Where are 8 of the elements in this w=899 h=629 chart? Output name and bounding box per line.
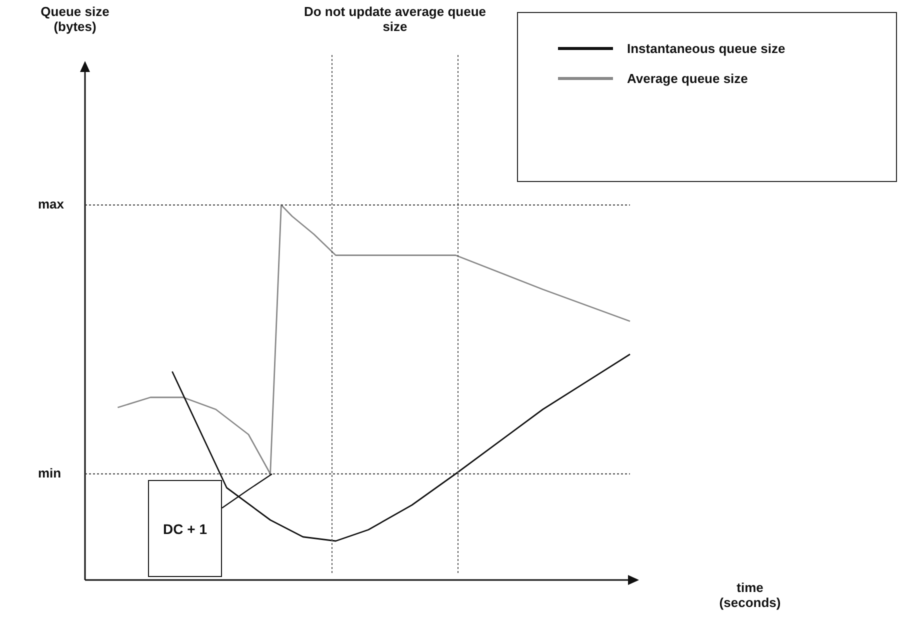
legend-label: Average queue size [627, 70, 748, 86]
text: Queue size (bytes) [40, 4, 110, 34]
callout-box: DC + 1 [148, 480, 222, 577]
text: Do not update average queue size [302, 4, 488, 34]
text: time (seconds) [718, 580, 782, 610]
ref-line-label: min [38, 465, 62, 480]
legend-label: Instantaneous queue size [627, 40, 786, 56]
ref-line-label: max [38, 196, 65, 212]
